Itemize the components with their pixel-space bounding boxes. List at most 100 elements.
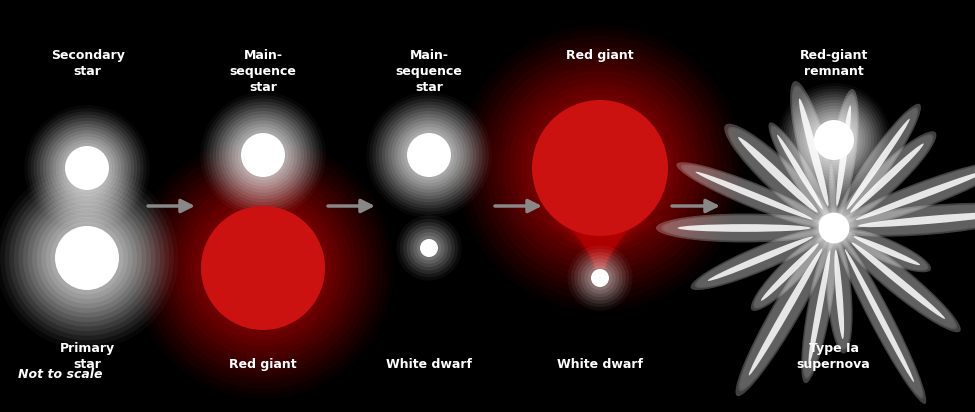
Circle shape (382, 108, 476, 202)
Ellipse shape (839, 162, 975, 228)
Circle shape (570, 249, 629, 307)
Circle shape (797, 103, 871, 177)
Ellipse shape (841, 234, 956, 328)
Ellipse shape (738, 232, 833, 391)
Ellipse shape (694, 229, 826, 288)
Circle shape (491, 59, 709, 277)
Circle shape (794, 100, 874, 180)
Circle shape (398, 124, 460, 186)
Ellipse shape (835, 250, 844, 339)
Ellipse shape (729, 128, 827, 222)
Circle shape (819, 215, 837, 232)
Circle shape (207, 98, 320, 212)
Ellipse shape (827, 239, 851, 350)
Circle shape (19, 190, 156, 327)
Ellipse shape (840, 134, 933, 222)
Circle shape (213, 105, 313, 205)
Circle shape (811, 205, 857, 250)
Circle shape (401, 127, 457, 183)
Circle shape (37, 118, 137, 218)
Ellipse shape (777, 135, 823, 209)
Ellipse shape (751, 233, 829, 311)
Circle shape (486, 54, 715, 283)
Circle shape (153, 158, 372, 378)
Circle shape (577, 255, 622, 300)
Ellipse shape (683, 165, 825, 226)
Ellipse shape (856, 170, 975, 220)
Circle shape (584, 262, 616, 294)
Circle shape (14, 185, 160, 331)
Text: Red giant: Red giant (566, 49, 634, 63)
PathPatch shape (564, 219, 638, 276)
Ellipse shape (677, 162, 832, 229)
Circle shape (813, 207, 855, 248)
Circle shape (403, 222, 455, 274)
PathPatch shape (561, 219, 642, 276)
Ellipse shape (851, 242, 945, 319)
Circle shape (814, 120, 854, 160)
Circle shape (5, 176, 170, 340)
Ellipse shape (801, 232, 838, 383)
Ellipse shape (708, 236, 813, 281)
Circle shape (30, 111, 143, 225)
Circle shape (179, 185, 346, 351)
Text: White dwarf: White dwarf (557, 358, 643, 371)
Ellipse shape (661, 215, 828, 241)
Circle shape (40, 121, 135, 215)
Text: Type Ia
supernova: Type Ia supernova (797, 342, 871, 371)
Ellipse shape (663, 216, 825, 240)
Circle shape (190, 195, 335, 341)
Circle shape (808, 114, 860, 166)
Circle shape (32, 203, 141, 313)
Ellipse shape (841, 136, 932, 221)
Circle shape (55, 226, 119, 290)
Ellipse shape (695, 172, 813, 220)
Circle shape (521, 88, 680, 248)
Circle shape (480, 47, 721, 288)
Ellipse shape (808, 250, 831, 365)
Circle shape (241, 133, 285, 177)
Circle shape (800, 106, 869, 174)
Circle shape (416, 236, 442, 260)
Circle shape (503, 71, 697, 265)
Circle shape (407, 133, 451, 177)
Circle shape (815, 209, 852, 246)
Circle shape (51, 221, 124, 295)
Circle shape (219, 111, 307, 199)
Circle shape (372, 98, 486, 212)
Circle shape (375, 102, 483, 208)
Circle shape (805, 111, 863, 169)
Ellipse shape (836, 229, 960, 332)
Ellipse shape (837, 235, 922, 396)
Text: Red giant: Red giant (229, 358, 297, 371)
Circle shape (215, 108, 310, 202)
Circle shape (532, 100, 668, 236)
Circle shape (58, 140, 115, 196)
Circle shape (420, 239, 438, 257)
Circle shape (391, 117, 467, 193)
Ellipse shape (755, 236, 826, 307)
Circle shape (828, 222, 840, 234)
Ellipse shape (738, 137, 818, 213)
Circle shape (61, 143, 112, 193)
Ellipse shape (858, 212, 975, 227)
Circle shape (413, 232, 445, 264)
Circle shape (41, 212, 133, 304)
Ellipse shape (836, 232, 923, 399)
Circle shape (185, 190, 341, 346)
Circle shape (783, 89, 885, 192)
Ellipse shape (681, 164, 828, 227)
Ellipse shape (854, 236, 920, 265)
Ellipse shape (760, 243, 819, 301)
Ellipse shape (835, 160, 975, 230)
Ellipse shape (727, 127, 829, 223)
Circle shape (395, 120, 463, 190)
Text: Red-giant
remnant: Red-giant remnant (800, 49, 868, 78)
Ellipse shape (841, 164, 975, 227)
Circle shape (830, 224, 838, 232)
Ellipse shape (771, 126, 829, 218)
Circle shape (175, 180, 352, 356)
Ellipse shape (838, 131, 936, 225)
PathPatch shape (553, 219, 648, 276)
Ellipse shape (829, 89, 859, 222)
